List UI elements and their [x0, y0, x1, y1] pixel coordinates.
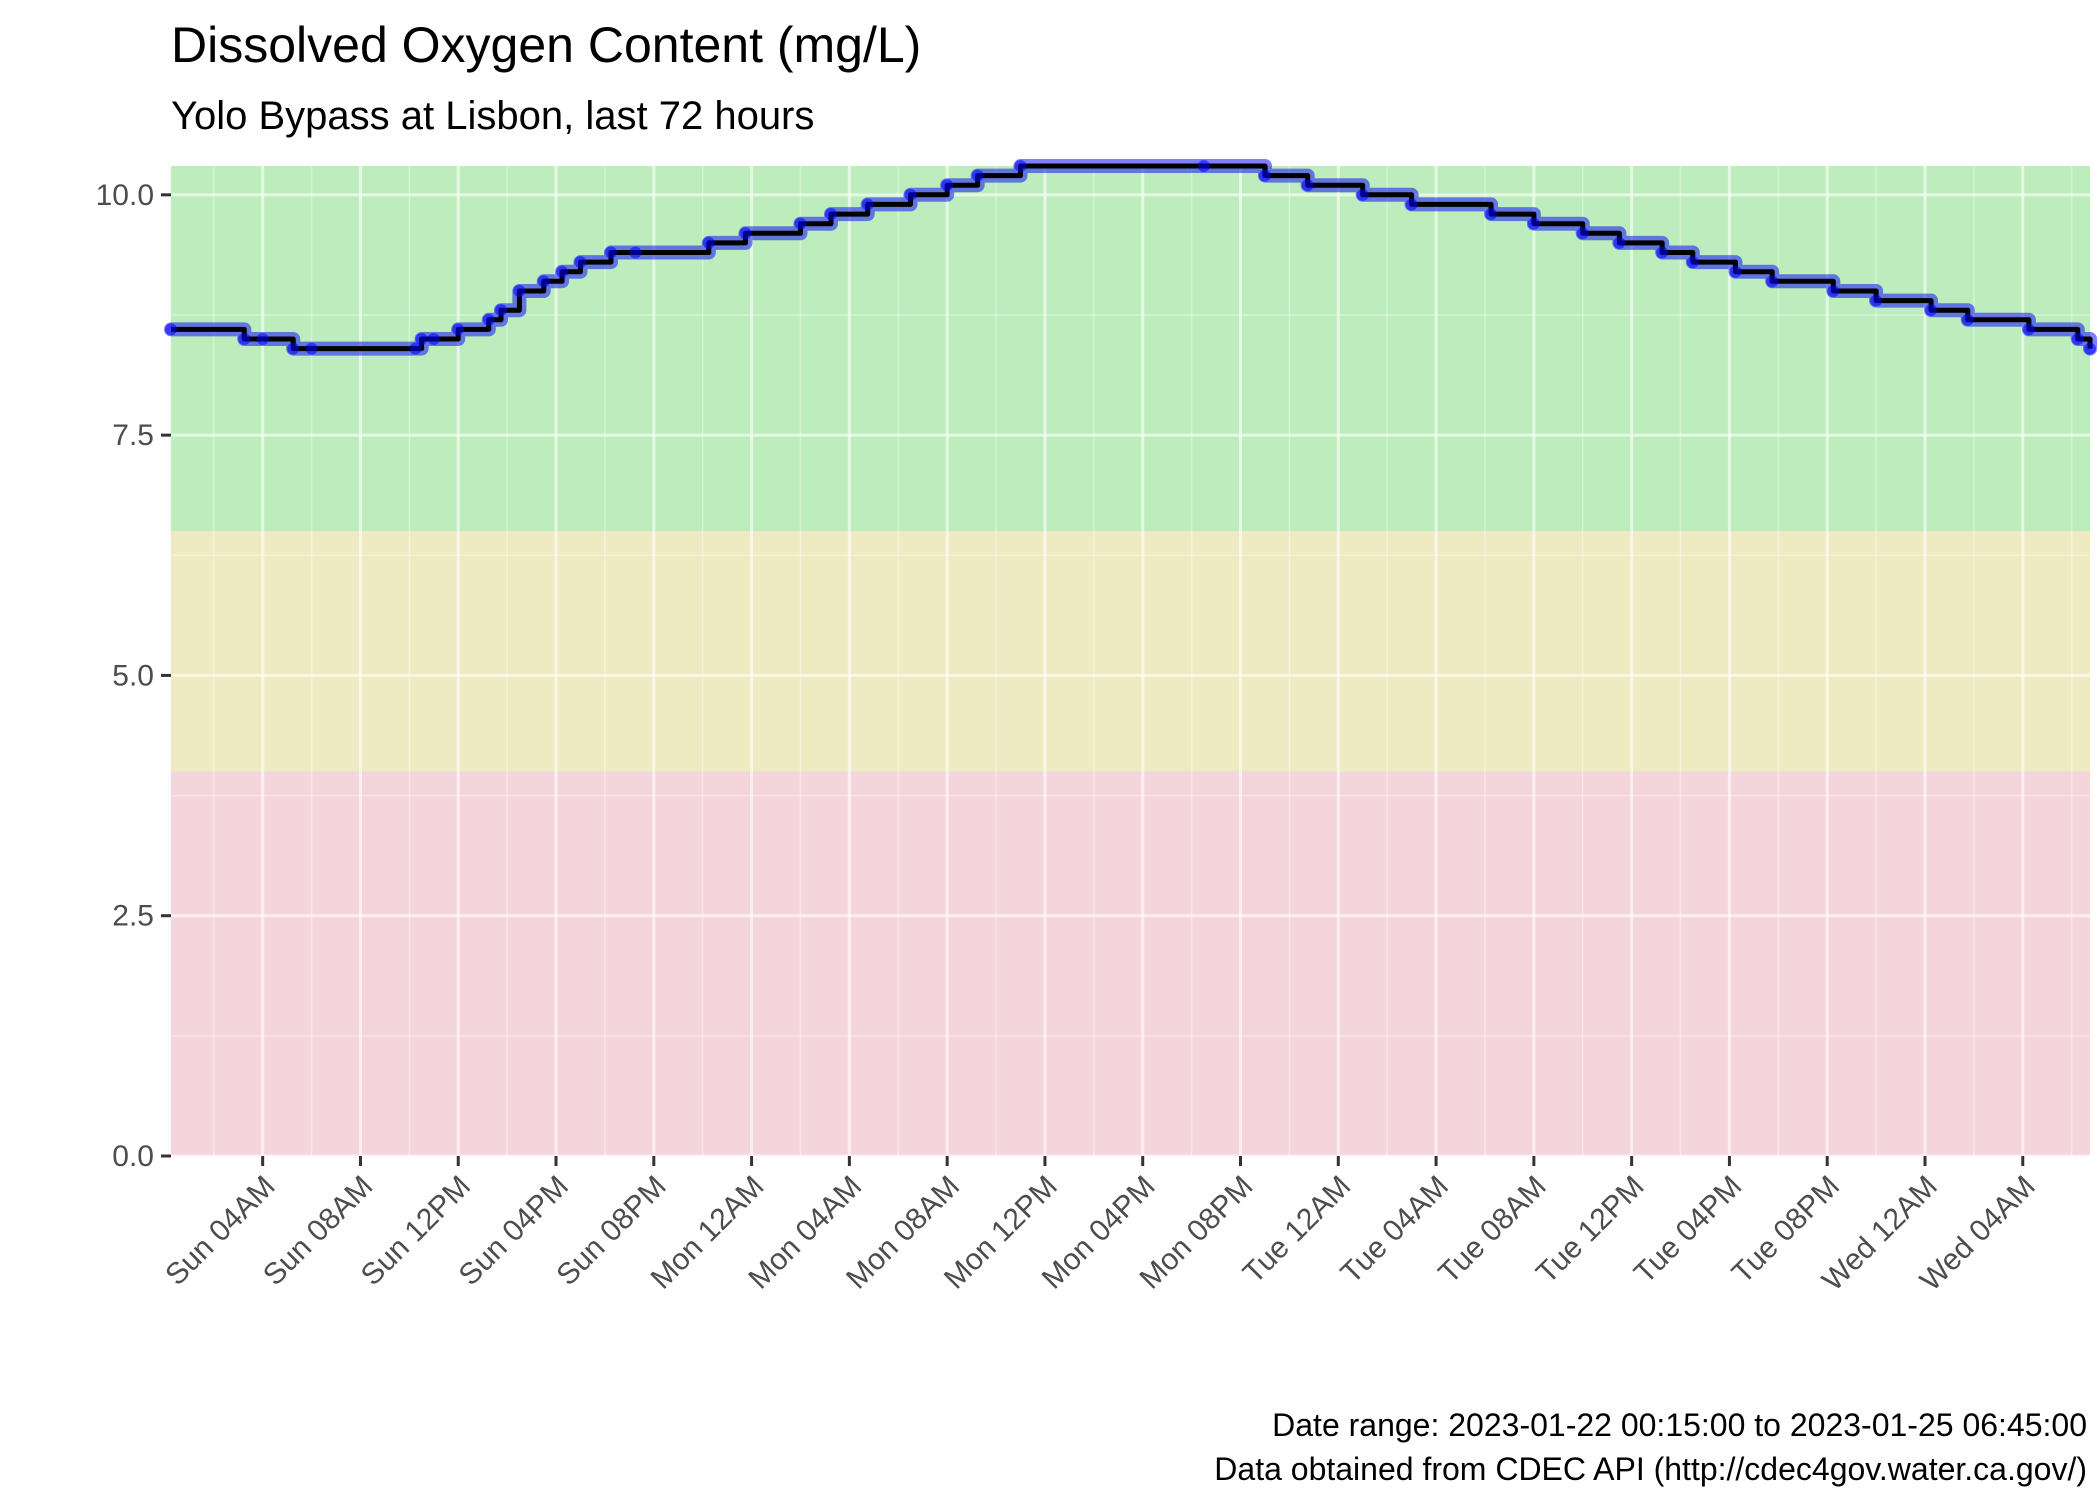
data-point: [238, 333, 251, 346]
data-point: [739, 227, 752, 240]
data-point: [702, 236, 715, 249]
data-point: [556, 265, 569, 278]
data-point: [2022, 323, 2035, 336]
data-point: [415, 333, 428, 346]
data-point: [165, 323, 177, 336]
band-1: [171, 531, 2090, 772]
data-point: [452, 323, 465, 336]
data-point: [287, 342, 300, 355]
data-point: [1613, 236, 1626, 249]
data-point: [1485, 208, 1498, 221]
chart-subtitle: Yolo Bypass at Lisbon, last 72 hours: [171, 94, 815, 138]
caption-source: Data obtained from CDEC API (http://cdec…: [1214, 1451, 2087, 1487]
data-point: [427, 333, 440, 346]
data-point: [1405, 198, 1418, 211]
data-point: [794, 217, 807, 230]
data-point: [1656, 246, 1669, 259]
y-tick-label: 0.0: [112, 1140, 154, 1173]
data-point: [2071, 333, 2084, 346]
data-point: [305, 342, 318, 355]
data-point: [1258, 169, 1271, 182]
data-point: [1766, 275, 1779, 288]
data-point: [1870, 294, 1883, 307]
grid-lines: [171, 166, 2090, 1158]
data-point: [904, 188, 917, 201]
data-point: [256, 333, 269, 346]
data-point: [1729, 265, 1742, 278]
threshold-bands: [171, 166, 2090, 1156]
data-point: [1827, 284, 1840, 297]
data-point: [1527, 217, 1540, 230]
caption: Date range: 2023-01-22 00:15:00 to 2023-…: [1214, 1403, 2087, 1491]
data-point: [495, 304, 508, 317]
data-point: [2084, 342, 2096, 355]
band-2: [171, 166, 2090, 532]
data-point: [1014, 160, 1027, 172]
y-tick-label: 5.0: [112, 659, 154, 692]
data-point: [825, 208, 838, 221]
data-point: [1356, 188, 1369, 201]
y-tick-label: 7.5: [112, 419, 154, 452]
band-0: [171, 771, 2090, 1156]
oxygen-series: [164, 159, 2097, 356]
data-point: [537, 275, 550, 288]
data-point: [941, 179, 954, 192]
data-point: [1686, 256, 1699, 269]
data-point: [971, 169, 984, 182]
chart-title: Dissolved Oxygen Content (mg/L): [171, 17, 922, 73]
data-point: [1925, 304, 1938, 317]
caption-date-range: Date range: 2023-01-22 00:15:00 to 2023-…: [1272, 1407, 2087, 1443]
data-point: [629, 246, 642, 259]
data-point: [574, 256, 587, 269]
data-point: [1197, 160, 1210, 172]
y-tick-label: 2.5: [112, 900, 154, 933]
data-point: [1961, 313, 1974, 326]
data-point: [409, 342, 422, 355]
data-point: [482, 313, 495, 326]
data-point: [1301, 179, 1314, 192]
data-point: [513, 284, 526, 297]
data-point: [1576, 227, 1589, 240]
data-point: [605, 246, 618, 259]
y-tick-label: 10.0: [96, 179, 154, 212]
data-point: [861, 198, 874, 211]
